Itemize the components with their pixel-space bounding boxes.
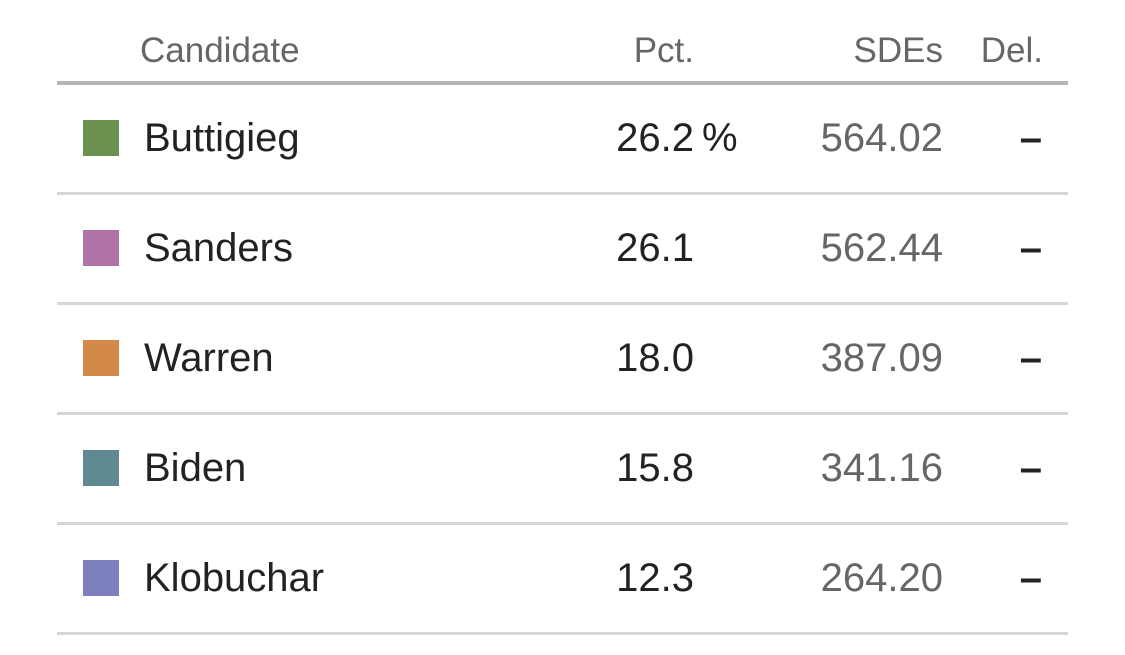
candidate-name: Warren <box>144 336 274 380</box>
sdes: 264.20 <box>820 556 943 600</box>
delegates: – <box>1019 116 1042 160</box>
swatch <box>83 450 119 486</box>
header-rule <box>57 81 1068 85</box>
candidate-name: Buttigieg <box>144 116 300 160</box>
row-rule <box>57 302 1068 305</box>
delegates: – <box>1019 226 1042 270</box>
pct-unit: % <box>702 116 738 160</box>
swatch <box>83 560 119 596</box>
row-rule <box>57 412 1068 415</box>
candidate-name: Sanders <box>144 226 293 270</box>
swatch <box>83 120 119 156</box>
row-rule <box>57 632 1068 635</box>
swatch <box>83 340 119 376</box>
header-del: Del. <box>980 31 1043 70</box>
header-pct: Pct. <box>633 31 694 70</box>
pct: 26.2 <box>616 116 694 160</box>
delegates: – <box>1019 556 1042 600</box>
header-candidate: Candidate <box>140 31 300 70</box>
candidate-name: Klobuchar <box>144 556 325 600</box>
pct: 18.0 <box>616 336 694 380</box>
pct: 12.3 <box>616 556 694 600</box>
sdes: 562.44 <box>820 226 943 270</box>
sdes: 564.02 <box>820 116 943 160</box>
delegates: – <box>1019 446 1042 490</box>
sdes: 341.16 <box>820 446 943 490</box>
candidate-name: Biden <box>144 446 247 490</box>
pct: 26.1 <box>616 226 694 270</box>
pct: 15.8 <box>616 446 694 490</box>
sdes: 387.09 <box>820 336 943 380</box>
delegates: – <box>1019 336 1042 380</box>
row-rule <box>57 522 1068 525</box>
row-rule <box>57 192 1068 195</box>
swatch <box>83 230 119 266</box>
header-sdes: SDEs <box>853 31 943 70</box>
